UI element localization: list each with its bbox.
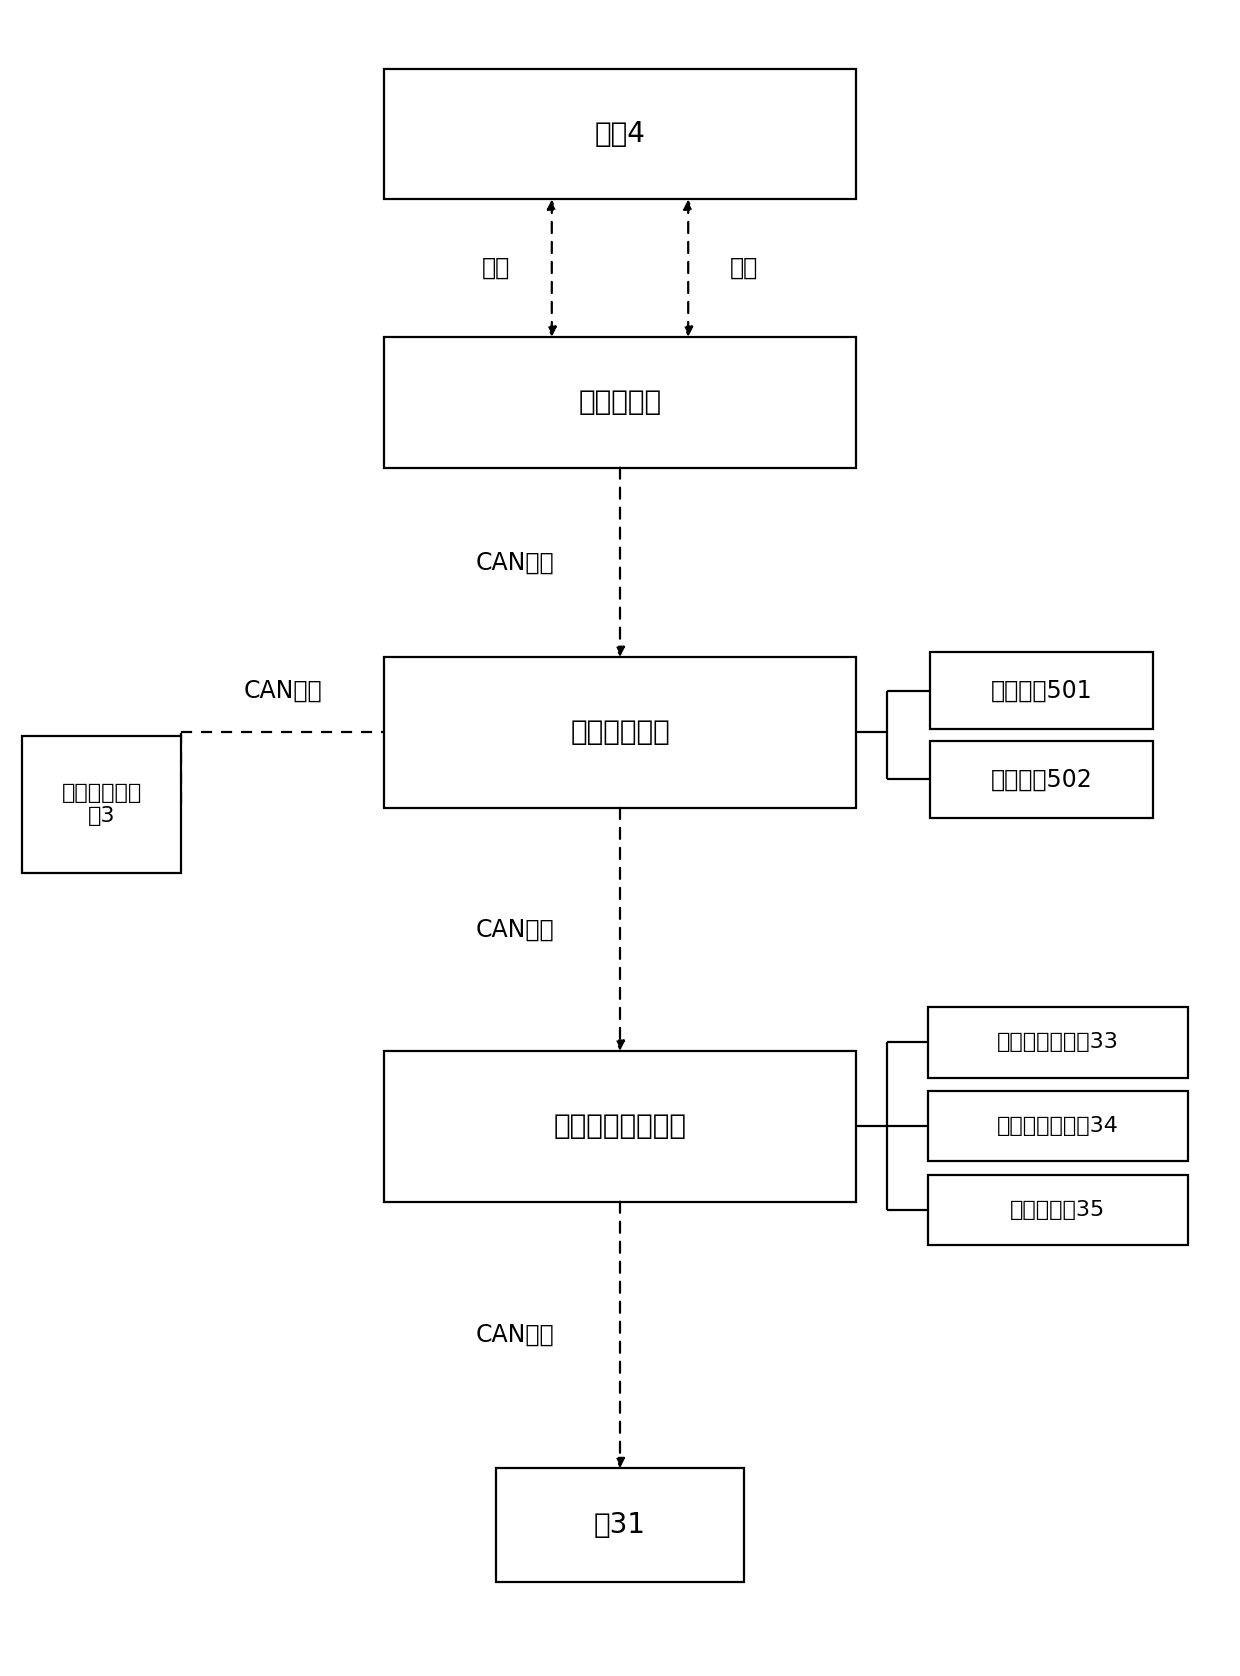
Text: 电池热管理控制器: 电池热管理控制器 bbox=[553, 1113, 687, 1140]
Bar bbox=[928, 1007, 1188, 1078]
Bar bbox=[384, 1051, 856, 1202]
Text: 流速传感器35: 流速传感器35 bbox=[1011, 1200, 1105, 1220]
Bar bbox=[384, 337, 856, 468]
Bar bbox=[928, 1175, 1188, 1245]
Text: 电流: 电流 bbox=[482, 256, 510, 280]
Text: CAN通信: CAN通信 bbox=[475, 1322, 554, 1348]
Bar bbox=[930, 741, 1153, 818]
Text: 温度: 温度 bbox=[730, 256, 758, 280]
Text: 电池管理器: 电池管理器 bbox=[578, 389, 662, 416]
Bar bbox=[384, 657, 856, 808]
Bar bbox=[384, 69, 856, 199]
Text: 泵31: 泵31 bbox=[594, 1512, 646, 1539]
Bar bbox=[496, 1468, 744, 1582]
Text: 第一风机501: 第一风机501 bbox=[991, 679, 1092, 702]
Text: 半导体控制器: 半导体控制器 bbox=[570, 719, 670, 746]
Text: 电池4: 电池4 bbox=[594, 121, 646, 147]
Text: 半导体热交换
器3: 半导体热交换 器3 bbox=[62, 783, 141, 826]
Text: 第二温度传感器34: 第二温度传感器34 bbox=[997, 1116, 1118, 1136]
Text: CAN通信: CAN通信 bbox=[475, 917, 554, 942]
Bar bbox=[930, 652, 1153, 729]
Text: 第二风机502: 第二风机502 bbox=[991, 768, 1092, 791]
Bar bbox=[22, 736, 181, 873]
Bar bbox=[928, 1091, 1188, 1161]
Text: CAN通信: CAN通信 bbox=[475, 550, 554, 575]
Text: CAN通信: CAN通信 bbox=[243, 679, 322, 702]
Text: 第一温度传感器33: 第一温度传感器33 bbox=[997, 1032, 1118, 1053]
